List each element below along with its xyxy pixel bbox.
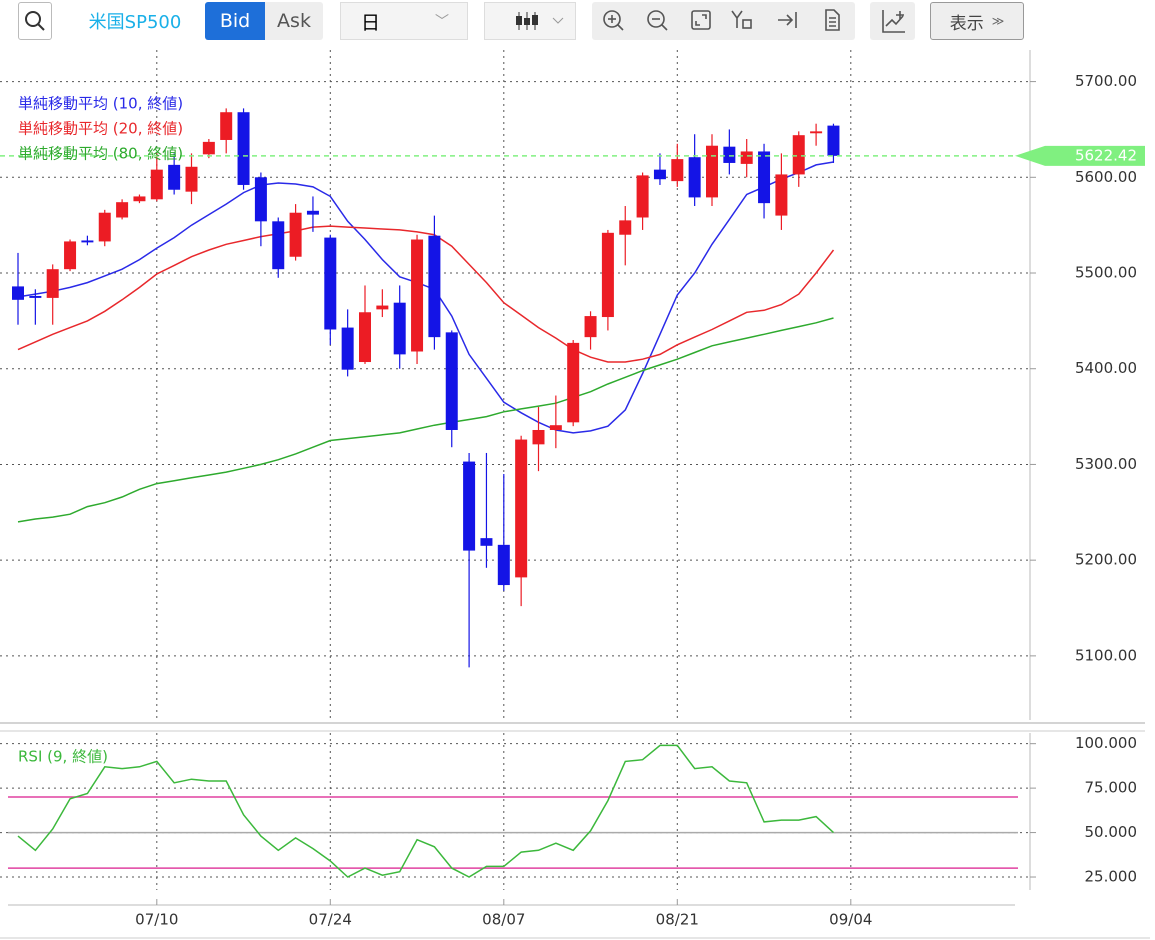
period-dropdown[interactable]: 日 ﹀ <box>340 2 468 40</box>
candle-body <box>116 202 129 218</box>
x-tick-label: 07/24 <box>309 911 352 929</box>
candle-body <box>254 177 267 222</box>
legend-entry: RSI (9, 終値) <box>18 748 108 766</box>
legend-entry: 単純移動平均 (20, 終値) <box>18 120 183 138</box>
display-label: 表示 <box>949 13 984 34</box>
candle-body <box>12 286 24 300</box>
candle-body <box>601 232 614 318</box>
zoom-in[interactable] <box>603 10 624 31</box>
candle-body <box>289 212 302 257</box>
candle-body <box>324 237 337 330</box>
candle-body <box>393 302 406 355</box>
candle-body <box>64 241 77 270</box>
candle-body <box>671 159 684 182</box>
candle-body <box>428 235 441 338</box>
search-button[interactable] <box>18 2 52 40</box>
candle-body <box>723 146 736 163</box>
candle-body <box>463 461 476 551</box>
y-tick-label: 25.000 <box>1085 868 1138 886</box>
candle-body <box>775 174 788 216</box>
candle-body <box>810 131 823 134</box>
candle-body <box>619 220 632 235</box>
symbol[interactable]: 米国SP500 <box>88 12 182 33</box>
candle-body <box>376 305 389 310</box>
candle-body <box>549 425 562 430</box>
chart: 5100.00 5200.00 5300.00 5400.00 5500.00 5600.… <box>0 50 1150 939</box>
y-tick-label: 5200.00 <box>1075 551 1137 569</box>
candle-body <box>636 175 649 218</box>
candle-body <box>653 169 666 180</box>
candle-body <box>792 135 805 175</box>
candle-body <box>688 157 701 198</box>
y-tick-label: 5400.00 <box>1075 359 1137 377</box>
candle-body <box>220 112 233 140</box>
indicator-icon <box>881 10 905 33</box>
period-label: 日 <box>361 11 381 34</box>
candle-body <box>827 125 840 156</box>
last-price-marker <box>1015 145 1145 166</box>
candle-body <box>515 439 528 578</box>
bid-button[interactable]: Bid <box>205 2 265 40</box>
tool-group <box>592 2 855 40</box>
y-tick-label: 5500.00 <box>1075 264 1137 282</box>
search-icon <box>25 11 45 31</box>
y-tick-label: 75.000 <box>1085 779 1138 797</box>
jump-latest[interactable] <box>778 12 797 28</box>
y-tick-label: 5700.00 <box>1075 72 1137 90</box>
candle-body <box>46 269 59 298</box>
candle-body <box>341 327 354 370</box>
x-tick-label: 09/04 <box>829 911 872 929</box>
candle-body <box>306 210 319 215</box>
candle-body <box>272 221 285 270</box>
candle-body <box>237 112 250 185</box>
ask-button[interactable]: Ask <box>265 2 323 40</box>
series-line <box>17 317 834 523</box>
candle-icon <box>516 12 564 30</box>
y-tick-label: 5100.00 <box>1075 646 1137 664</box>
candle-body <box>411 239 424 352</box>
series-line <box>17 744 835 878</box>
y-tick-label: 5300.00 <box>1075 455 1137 473</box>
legend-entry: 単純移動平均 (10, 終値) <box>18 95 183 113</box>
candle-body <box>532 429 545 445</box>
candle-body <box>758 151 771 204</box>
candle-body <box>185 166 198 192</box>
dropdown-arrow: ﹀ <box>435 14 449 30</box>
document[interactable] <box>825 9 840 31</box>
last-price-label: 5622.42 <box>1075 146 1137 164</box>
candle-body <box>740 151 753 164</box>
x-tick-label: 08/07 <box>482 911 525 929</box>
display-button[interactable]: 表示 ≫ <box>930 2 1024 40</box>
fit[interactable] <box>691 10 711 30</box>
candle-body <box>168 164 181 190</box>
candle-body <box>567 342 580 423</box>
candle-body <box>445 332 458 430</box>
candle-body <box>81 240 94 243</box>
candle-body <box>480 538 493 546</box>
y-tick-label: 100.000 <box>1075 734 1137 752</box>
chart-type-dropdown[interactable] <box>484 2 576 40</box>
y-tick-label: 50.000 <box>1085 823 1138 841</box>
candle-body <box>29 295 42 298</box>
candle-body <box>706 145 718 198</box>
dropdown-arrow: ≫ <box>991 14 1005 28</box>
candle-body <box>133 196 146 202</box>
candle-body <box>150 169 163 200</box>
zoom-out[interactable] <box>647 10 668 31</box>
indicator-button[interactable] <box>870 2 915 40</box>
x-tick-label: 07/10 <box>135 911 178 929</box>
legend-entry: 単純移動平均 (80, 終値) <box>18 145 183 163</box>
tool-icons <box>603 9 840 31</box>
candle-body <box>359 312 371 363</box>
candle-body <box>98 212 111 242</box>
candle-body <box>584 316 597 338</box>
series-line <box>17 225 835 363</box>
y-lock[interactable] <box>731 10 752 29</box>
candle-body <box>497 544 510 586</box>
y-tick-label: 5600.00 <box>1075 168 1137 186</box>
series-line <box>17 161 834 434</box>
x-tick-label: 08/21 <box>656 911 699 929</box>
candle-body <box>202 141 215 155</box>
